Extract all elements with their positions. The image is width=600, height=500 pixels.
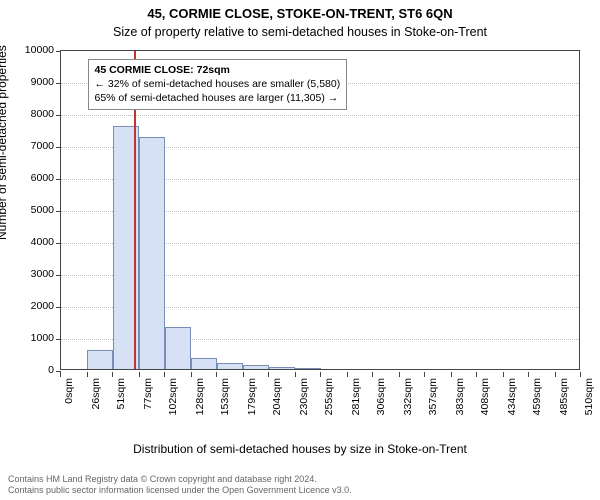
ytick-mark [56,211,61,212]
footer-line-2: Contains public sector information licen… [8,485,352,496]
ytick-label: 6000 [4,172,54,184]
histogram-bar [243,365,269,369]
info-box-line-1: 45 CORMIE CLOSE: 72sqm [95,63,341,77]
ytick-mark [56,275,61,276]
ytick-mark [56,243,61,244]
ytick-label: 4000 [4,236,54,248]
ytick-label: 9000 [4,76,54,88]
histogram-bar [87,350,113,369]
y-axis-ticks: 0100020003000400050006000700080009000100… [0,50,58,370]
xtick-mark [295,372,296,377]
xtick-mark [424,372,425,377]
xtick-label: 153sqm [219,378,231,438]
xtick-mark [503,372,504,377]
xtick-label: 434sqm [506,378,518,438]
info-box-line-3: 65% of semi-detached houses are larger (… [95,91,341,105]
xtick-mark [372,372,373,377]
xtick-label: 26sqm [90,378,102,438]
xtick-label: 510sqm [583,378,595,438]
ytick-mark [56,115,61,116]
xtick-mark [216,372,217,377]
xtick-label: 408sqm [479,378,491,438]
ytick-label: 5000 [4,204,54,216]
xtick-label: 179sqm [246,378,258,438]
page-title: 45, CORMIE CLOSE, STOKE-ON-TRENT, ST6 6Q… [0,0,600,21]
ytick-mark [56,307,61,308]
xtick-label: 204sqm [271,378,283,438]
ytick-label: 10000 [4,44,54,56]
histogram-bar [269,367,295,369]
xtick-mark [243,372,244,377]
xtick-label: 485sqm [558,378,570,438]
ytick-label: 8000 [4,108,54,120]
ytick-mark [56,179,61,180]
ytick-label: 0 [4,364,54,376]
xtick-mark [555,372,556,377]
xtick-label: 128sqm [194,378,206,438]
xtick-label: 383sqm [454,378,466,438]
xtick-mark [528,372,529,377]
info-box: 45 CORMIE CLOSE: 72sqm← 32% of semi-deta… [88,59,348,110]
xtick-label: 281sqm [350,378,362,438]
ytick-label: 2000 [4,300,54,312]
xtick-mark [191,372,192,377]
xtick-mark [139,372,140,377]
ytick-mark [56,83,61,84]
histogram-bar [217,363,243,369]
xtick-mark [580,372,581,377]
plot-area: 45 CORMIE CLOSE: 72sqm← 32% of semi-deta… [60,50,580,370]
xtick-label: 230sqm [298,378,310,438]
histogram-bar [165,327,191,369]
xtick-mark [347,372,348,377]
ytick-mark [56,339,61,340]
xtick-label: 0sqm [63,378,75,438]
page-subtitle: Size of property relative to semi-detach… [0,21,600,39]
ytick-label: 7000 [4,140,54,152]
xtick-label: 306sqm [375,378,387,438]
info-box-line-2: ← 32% of semi-detached houses are smalle… [95,77,341,91]
ytick-label: 3000 [4,268,54,280]
xtick-label: 357sqm [427,378,439,438]
ytick-label: 1000 [4,332,54,344]
footer-line-1: Contains HM Land Registry data © Crown c… [8,474,352,485]
histogram-bar [191,358,217,369]
histogram-bar [139,137,165,369]
footer-attribution: Contains HM Land Registry data © Crown c… [8,474,352,497]
xtick-label: 102sqm [167,378,179,438]
gridline-h [61,115,579,116]
histogram-chart: Number of semi-detached properties 01000… [0,40,600,440]
xtick-mark [320,372,321,377]
xtick-mark [399,372,400,377]
xtick-mark [60,372,61,377]
histogram-bar [295,368,321,369]
x-axis-ticks: 0sqm 26sqm 51sqm 77sqm 102sqm 128sqm 153sqm 179… [60,372,580,442]
ytick-mark [56,147,61,148]
xtick-mark [476,372,477,377]
xtick-label: 459sqm [531,378,543,438]
x-axis-label: Distribution of semi-detached houses by … [0,442,600,456]
xtick-label: 51sqm [115,378,127,438]
xtick-label: 332sqm [402,378,414,438]
xtick-label: 77sqm [142,378,154,438]
xtick-label: 255sqm [323,378,335,438]
xtick-mark [268,372,269,377]
xtick-mark [112,372,113,377]
xtick-mark [451,372,452,377]
ytick-mark [56,51,61,52]
xtick-mark [87,372,88,377]
xtick-mark [164,372,165,377]
